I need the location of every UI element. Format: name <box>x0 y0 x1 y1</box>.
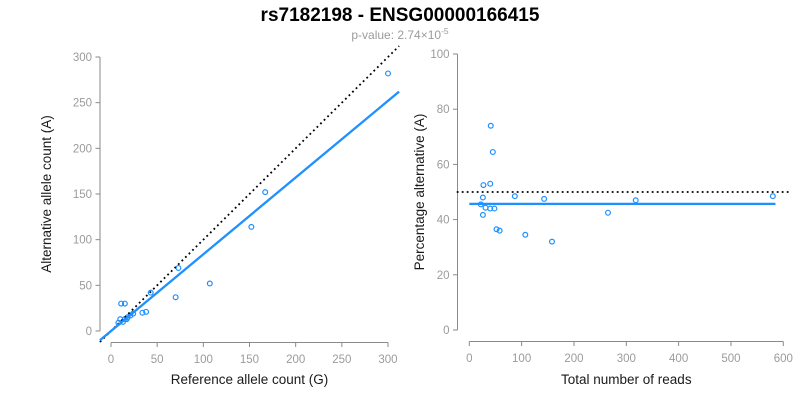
y-tick-label: 20 <box>437 270 450 282</box>
figure-title: rs7182198 - ENSG00000166415 <box>260 5 540 26</box>
x-tick-label: 300 <box>378 354 397 366</box>
y-tick-label: 0 <box>443 325 449 337</box>
data-point <box>548 238 555 245</box>
y-tick-label: 250 <box>73 98 92 110</box>
y-tick-label: 150 <box>73 189 92 201</box>
y-axis-title: Percentage alternative (A) <box>412 114 427 271</box>
y-tick-label: 0 <box>86 326 92 338</box>
x-axis-title: Total number of reads <box>561 372 692 387</box>
data-point <box>121 300 128 307</box>
x-tick-label: 250 <box>332 354 351 366</box>
figure-subtitle: p-value: 2.74×10-5 <box>0 26 800 42</box>
y-tick-label: 40 <box>437 215 450 227</box>
x-tick-label: 100 <box>194 354 213 366</box>
y-tick-label: 50 <box>79 280 92 292</box>
data-point <box>175 264 182 271</box>
x-tick-label: 100 <box>512 353 531 365</box>
identity-line <box>99 45 400 343</box>
data-point <box>143 308 150 315</box>
data-point <box>480 182 487 189</box>
y-tick-label: 100 <box>430 49 449 61</box>
data-point <box>118 300 125 307</box>
pvalue-exponent: -5 <box>441 26 449 36</box>
data-point <box>147 289 154 296</box>
data-point <box>769 193 776 200</box>
regression-line <box>99 90 400 342</box>
x-tick-label: 500 <box>721 353 740 365</box>
y-tick-label: 60 <box>437 159 450 171</box>
x-tick-label: 0 <box>466 353 472 365</box>
data-point <box>487 205 494 212</box>
data-point <box>482 204 489 211</box>
data-point <box>172 294 179 301</box>
x-tick-label: 300 <box>617 353 636 365</box>
data-point <box>604 209 611 216</box>
right-scatter-plot: 0 100 200 300 400 500 600 0 20 40 60 80 100 Total num… <box>412 49 793 387</box>
x-tick-label: 400 <box>669 353 688 365</box>
x-tick-label: 150 <box>240 354 259 366</box>
data-point <box>491 205 498 212</box>
data-point <box>541 195 548 202</box>
data-point <box>632 197 639 204</box>
y-axis-title: Alternative allele count (A) <box>39 115 54 273</box>
y-tick-label: 200 <box>73 143 92 155</box>
x-axis-title: Reference allele count (G) <box>171 372 329 387</box>
data-point <box>248 223 255 230</box>
x-tick-label: 200 <box>564 353 583 365</box>
y-tick-label: 80 <box>437 104 450 116</box>
data-point <box>522 231 529 238</box>
data-point <box>487 122 494 129</box>
data-point <box>487 180 494 187</box>
data-point <box>479 211 486 218</box>
data-point <box>139 309 146 316</box>
pvalue-text: p-value: 2.74×10 <box>351 28 442 42</box>
data-point <box>496 227 503 234</box>
x-tick-label: 0 <box>108 354 114 366</box>
x-tick-label: 600 <box>774 353 793 365</box>
y-tick-label: 300 <box>73 52 92 64</box>
data-point <box>384 70 391 77</box>
data-point <box>206 280 213 287</box>
data-point <box>493 226 500 233</box>
x-tick-label: 200 <box>286 354 305 366</box>
data-point <box>489 148 496 155</box>
data-point <box>479 194 486 201</box>
y-tick-label: 100 <box>73 235 92 247</box>
data-point <box>262 189 269 196</box>
left-scatter-plot: 0 50 100 150 200 250 300 0 50 100 150 200 250 300 Refe… <box>39 45 400 387</box>
x-tick-label: 50 <box>151 354 164 366</box>
data-point <box>511 193 518 200</box>
